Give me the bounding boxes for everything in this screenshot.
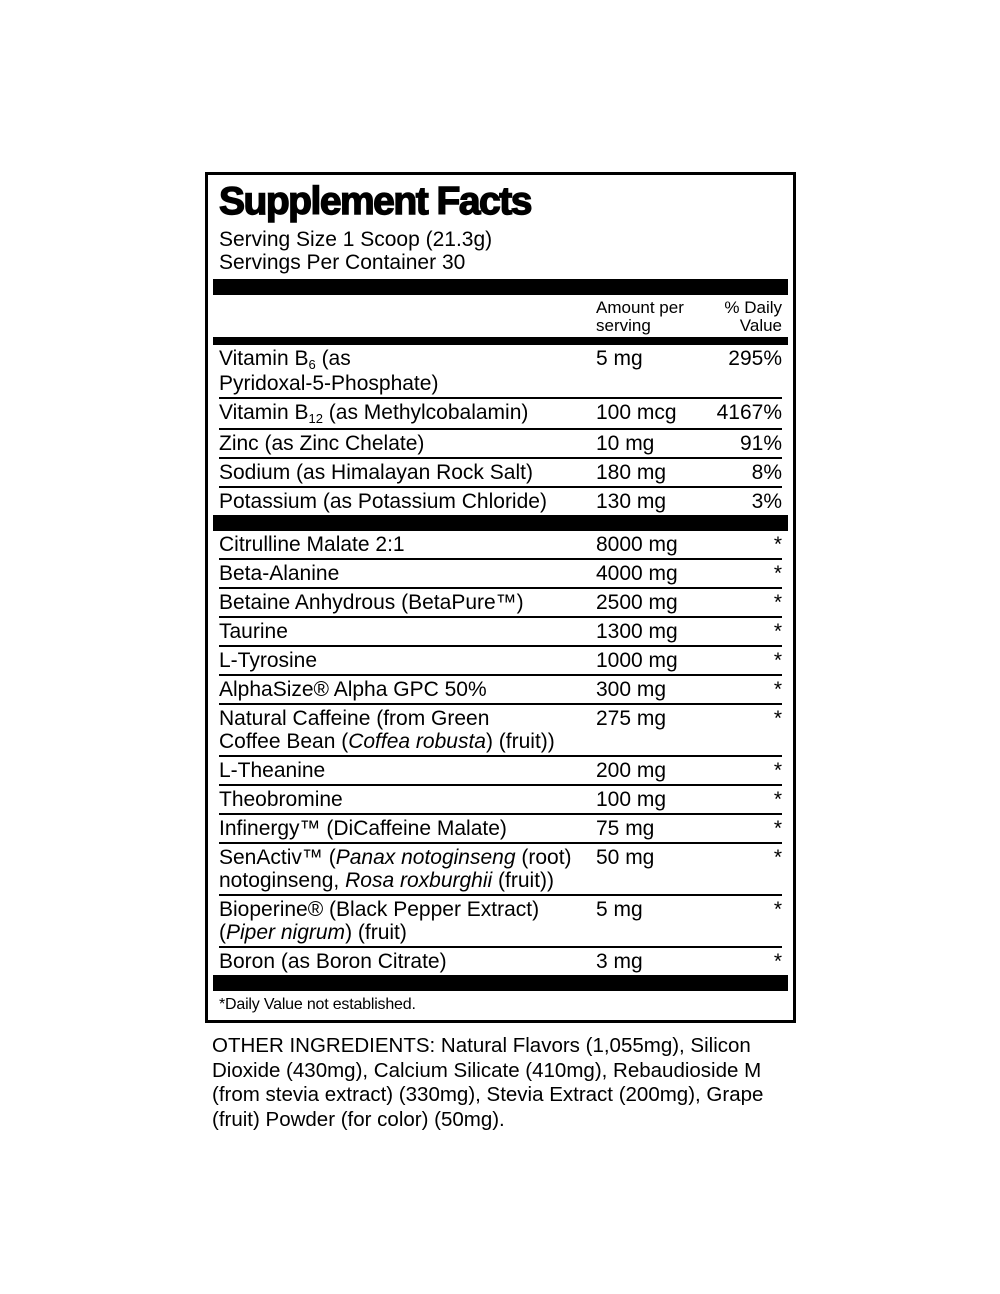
daily-value-percent: * — [773, 759, 782, 782]
amount-per-serving-value: 300 mg — [596, 678, 667, 701]
daily-value-percent: * — [773, 846, 782, 869]
amount-per-serving-value: 5 mg — [596, 898, 643, 921]
table-row: L-Theanine 200 mg * — [219, 755, 782, 784]
table-row: Bioperine® (Black Pepper Extract) (Piper … — [219, 894, 782, 946]
daily-value-percent: * — [773, 649, 782, 672]
serving-size: Serving Size 1 Scoop (21.3g) — [219, 228, 493, 251]
ingredient-name: L-Theanine — [219, 759, 326, 782]
daily-value-percent: 3% — [751, 490, 782, 513]
ingredient-name: Beta-Alanine — [219, 562, 340, 585]
panel-title: Supplement Facts — [218, 180, 533, 223]
ingredient-name: L-Tyrosine — [219, 649, 318, 672]
amount-per-serving-value: 1000 mg — [596, 649, 678, 672]
ingredient-name: Infinergy™ (DiCaffeine Malate) — [219, 817, 507, 840]
daily-value-percent: 4167% — [716, 401, 782, 424]
daily-value-footnote: *Daily Value not established. — [219, 996, 416, 1013]
amount-per-serving-value: 5 mg — [596, 347, 643, 370]
amount-per-serving-value: 100 mg — [596, 788, 667, 811]
ingredient-name: SenActiv™ (Panax notoginseng (root) notog… — [219, 846, 572, 892]
amount-per-serving-value: 1300 mg — [596, 620, 678, 643]
table-row: Vitamin B12 (as Methylcobalamin) 100 mcg 4… — [219, 397, 782, 428]
ingredient-name: Citrulline Malate 2:1 — [219, 533, 405, 556]
ingredient-name: Taurine — [219, 620, 288, 643]
ingredient-name: Sodium (as Himalayan Rock Salt) — [219, 461, 533, 484]
footnote-divider-bar — [213, 975, 788, 991]
ingredient-name: Zinc (as Zinc Chelate) — [219, 432, 425, 455]
table-row: L-Tyrosine 1000 mg * — [219, 645, 782, 674]
amount-per-serving-value: 75 mg — [596, 817, 655, 840]
table-row: AlphaSize® Alpha GPC 50% 300 mg * — [219, 674, 782, 703]
actives-section: Citrulline Malate 2:1 8000 mg * Beta-Alanin… — [219, 531, 782, 975]
section-divider-bar — [213, 279, 788, 295]
amount-per-serving-value: 100 mcg — [596, 401, 677, 424]
other-ingredients-text: OTHER INGREDIENTS: Natural Flavors (1,05… — [212, 1034, 764, 1131]
ingredient-name: Boron (as Boron Citrate) — [219, 950, 447, 973]
table-row: Beta-Alanine 4000 mg * — [219, 558, 782, 587]
ingredient-name: AlphaSize® Alpha GPC 50% — [219, 678, 487, 701]
serving-info: Serving Size 1 Scoop (21.3g) Servings Pe… — [219, 228, 782, 274]
table-row: SenActiv™ (Panax notoginseng (root) notog… — [219, 842, 782, 894]
daily-value-percent: * — [773, 898, 782, 921]
ingredient-name: Vitamin B6 (as Pyridoxal-5-Phosphate) — [219, 347, 439, 395]
table-row: Betaine Anhydrous (BetaPure™) 2500 mg * — [219, 587, 782, 616]
amount-per-serving-value: 2500 mg — [596, 591, 678, 614]
daily-value-percent: 91% — [739, 432, 782, 455]
column-header-row: Amount per serving % Daily Value — [219, 295, 782, 337]
daily-value-percent: 295% — [728, 347, 782, 370]
table-row: Theobromine 100 mg * — [219, 784, 782, 813]
section-divider-bar — [213, 515, 788, 531]
header-divider-bar — [213, 337, 788, 345]
ingredient-name: Vitamin B12 (as Methylcobalamin) — [219, 401, 529, 426]
table-row: Citrulline Malate 2:1 8000 mg * — [219, 531, 782, 558]
ingredient-name: Natural Caffeine (from Green Coffee Bean … — [219, 707, 555, 753]
daily-value-percent: * — [773, 562, 782, 585]
table-row: Zinc (as Zinc Chelate) 10 mg 91% — [219, 428, 782, 457]
table-row: Boron (as Boron Citrate) 3 mg * — [219, 946, 782, 975]
amount-per-serving-value: 10 mg — [596, 432, 655, 455]
amount-column-header: Amount per serving — [596, 298, 684, 335]
amount-per-serving-value: 3 mg — [596, 950, 643, 973]
daily-value-percent: 8% — [751, 461, 782, 484]
amount-per-serving-value: 275 mg — [596, 707, 667, 730]
amount-per-serving-value: 4000 mg — [596, 562, 678, 585]
ingredient-name: Potassium (as Potassium Chloride) — [219, 490, 547, 513]
table-row: Infinergy™ (DiCaffeine Malate) 75 mg * — [219, 813, 782, 842]
table-row: Natural Caffeine (from Green Coffee Bean … — [219, 703, 782, 755]
table-row: Vitamin B6 (as Pyridoxal-5-Phosphate) 5 mg… — [219, 345, 782, 397]
column-header-spacer — [219, 299, 596, 335]
ingredient-name: Bioperine® (Black Pepper Extract) (Piper … — [219, 898, 540, 944]
ingredient-name: Betaine Anhydrous (BetaPure™) — [219, 591, 524, 614]
daily-value-percent: * — [773, 533, 782, 556]
daily-value-percent: * — [773, 817, 782, 840]
daily-value-percent: * — [773, 707, 782, 730]
amount-per-serving-value: 130 mg — [596, 490, 667, 513]
servings-per-container: Servings Per Container 30 — [219, 251, 466, 274]
amount-per-serving-value: 50 mg — [596, 846, 655, 869]
supplement-facts-panel: Supplement Facts Serving Size 1 Scoop (2… — [205, 172, 796, 1023]
daily-value-percent: * — [773, 620, 782, 643]
daily-value-percent: * — [773, 678, 782, 701]
table-row: Potassium (as Potassium Chloride) 130 mg 3… — [219, 486, 782, 515]
amount-per-serving-value: 200 mg — [596, 759, 667, 782]
daily-value-column-header: % Daily Value — [724, 298, 782, 335]
ingredient-name: Theobromine — [219, 788, 343, 811]
table-row: Sodium (as Himalayan Rock Salt) 180 mg 8% — [219, 457, 782, 486]
vitamins-section: Vitamin B6 (as Pyridoxal-5-Phosphate) 5 mg… — [219, 345, 782, 515]
amount-per-serving-value: 180 mg — [596, 461, 667, 484]
daily-value-percent: * — [773, 788, 782, 811]
amount-per-serving-value: 8000 mg — [596, 533, 678, 556]
daily-value-percent: * — [773, 591, 782, 614]
table-row: Taurine 1300 mg * — [219, 616, 782, 645]
daily-value-percent: * — [773, 950, 782, 973]
